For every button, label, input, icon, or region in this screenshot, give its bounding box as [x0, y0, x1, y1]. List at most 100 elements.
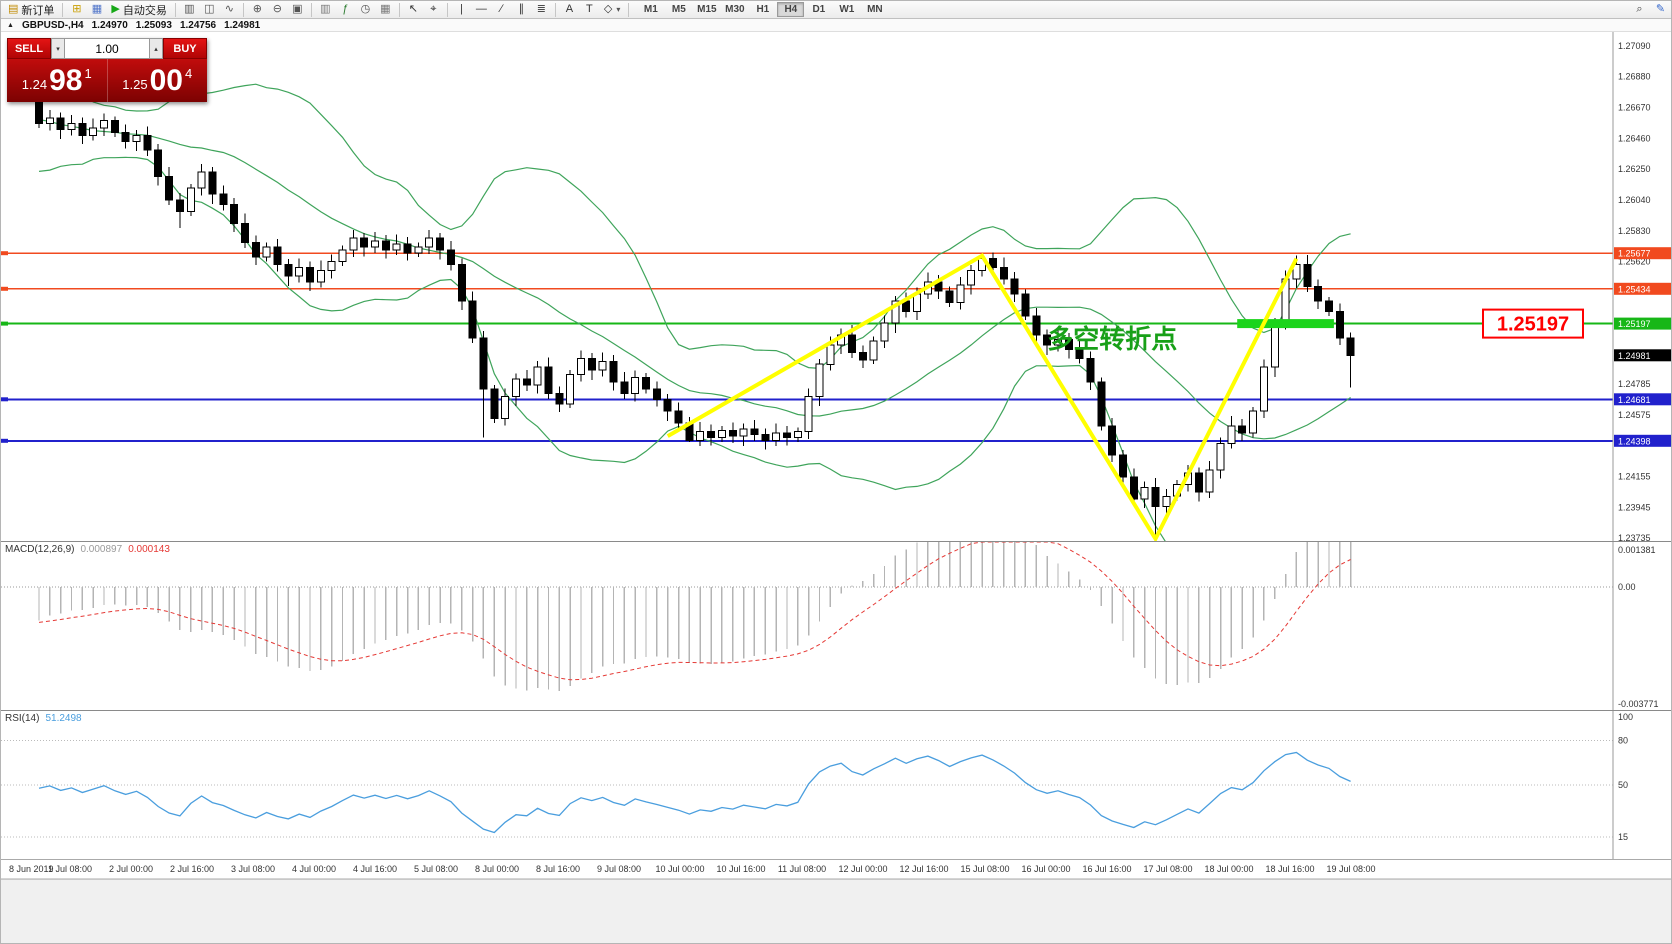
profiles-button[interactable]: ▦: [87, 2, 106, 18]
sell-price-display[interactable]: 1.24 98 1: [7, 59, 108, 102]
trendline-button[interactable]: ∕: [492, 2, 511, 18]
main-toolbar: ▤ 新订单 ⊞ ▦ ▶ 自动交易 ▥ ◫ ∿ ⊕ ⊖ ▣ ▥ ƒ ◷ ▦ ↖ ⌖ | — ∕ ∥ ≣ A T ◇ ▾ M1 M5 M15 M…: [1, 1, 1671, 19]
time-axis-label: 9 Jul 08:00: [596, 864, 642, 874]
collapse-chart-icon[interactable]: ▲: [7, 21, 14, 29]
ohlc-open: 1.24970: [91, 19, 128, 31]
navigator-button[interactable]: ▥: [316, 2, 335, 18]
zoom-in-button[interactable]: ⊕: [248, 2, 267, 18]
indicators-button[interactable]: ƒ: [336, 2, 355, 18]
timeframe-bar: M1 M5 M15 M30 H1 H4 D1 W1 MN: [637, 2, 888, 17]
svg-text:1.25620: 1.25620: [1618, 257, 1651, 267]
autotrading-button[interactable]: ▶ 自动交易: [107, 2, 170, 18]
time-axis-label: 8 Jul 00:00: [474, 864, 520, 874]
new-chart-button[interactable]: ⊞: [67, 2, 86, 18]
new-chart-icon: ⊞: [72, 3, 82, 15]
tf-m15[interactable]: M15: [697, 4, 717, 15]
svg-text:1.24785: 1.24785: [1618, 379, 1651, 389]
main-chart-canvas[interactable]: 多空转折点 1.25197 1.27090 1.26880 1.26670 1.26460…: [1, 32, 1672, 541]
label-button[interactable]: T: [580, 2, 599, 18]
toolbar-right-group: ⌕ ✎: [1630, 2, 1670, 18]
tf-h4[interactable]: H4: [777, 2, 805, 17]
bar-chart-button[interactable]: ▥: [180, 2, 199, 18]
toolbar-separator: [62, 2, 64, 17]
tf-mn[interactable]: MN: [867, 4, 883, 15]
horizontal-line-button[interactable]: —: [472, 2, 491, 18]
tf-h1[interactable]: H1: [756, 4, 770, 15]
svg-text:1.26250: 1.26250: [1618, 164, 1651, 174]
templates-button[interactable]: ▦: [376, 2, 395, 18]
chart-symbol-period: GBPUSD-,H4: [21, 19, 84, 31]
volume-input[interactable]: [65, 38, 149, 59]
tf-d1[interactable]: D1: [812, 4, 826, 15]
candlestick-chart-button[interactable]: ◫: [200, 2, 219, 18]
ohlc-low: 1.24756: [179, 19, 217, 31]
svg-text:1.25830: 1.25830: [1618, 226, 1651, 236]
fibonacci-button[interactable]: ≣: [532, 2, 551, 18]
macd-signal-value: 0.000143: [128, 544, 170, 555]
line-chart-button[interactable]: ∿: [220, 2, 239, 18]
svg-text:1.24398: 1.24398: [1618, 436, 1651, 446]
buy-button[interactable]: BUY: [163, 38, 207, 59]
time-axis[interactable]: 8 Jun 2019 1 Jul 08:00 2 Jul 00:00 2 Jul 16…: [1, 860, 1671, 879]
periods-button[interactable]: ◷: [356, 2, 375, 18]
svg-text:1.24981: 1.24981: [1618, 351, 1651, 361]
crosshair-button[interactable]: ⌖: [424, 2, 443, 18]
autotrading-icon: ▶: [111, 3, 120, 15]
bar-chart-icon: ▥: [184, 3, 195, 15]
search-button[interactable]: ⌕: [1630, 2, 1649, 18]
time-axis-label: 18 Jul 16:00: [1265, 864, 1315, 874]
cursor-button[interactable]: ↖: [404, 2, 423, 18]
time-axis-label: 12 Jul 16:00: [899, 864, 949, 874]
svg-text:1.26040: 1.26040: [1618, 195, 1651, 205]
svg-text:1.25677: 1.25677: [1618, 249, 1651, 259]
cursor-icon: ↖: [408, 3, 418, 15]
svg-text:1.25434: 1.25434: [1618, 284, 1651, 294]
annotation-text: 多空转折点: [1047, 324, 1177, 354]
rsi-panel[interactable]: RSI(14) 51.2498 100 80 50 15: [1, 711, 1672, 860]
line-chart-icon: ∿: [224, 3, 234, 15]
volume-increase-button[interactable]: ▴: [149, 38, 163, 59]
toolbar-separator: [174, 2, 176, 17]
macd-canvas[interactable]: 0.001381 0.00 -0.003771: [1, 542, 1672, 710]
time-axis-label: 11 Jul 08:00: [777, 864, 827, 874]
time-axis-label: 15 Jul 08:00: [960, 864, 1010, 874]
tile-windows-icon: ▣: [292, 3, 303, 15]
ohlc-high: 1.25093: [135, 19, 172, 31]
tf-w1[interactable]: W1: [839, 4, 855, 15]
metaeditor-button[interactable]: ✎: [1651, 2, 1670, 18]
tf-m30[interactable]: M30: [725, 4, 745, 15]
svg-text:1.26460: 1.26460: [1618, 133, 1651, 143]
vertical-line-button[interactable]: |: [452, 2, 471, 18]
svg-text:1.25197: 1.25197: [1618, 319, 1651, 329]
new-order-icon: ▤: [8, 3, 19, 15]
text-button[interactable]: A: [560, 2, 579, 18]
svg-text:1.27090: 1.27090: [1618, 41, 1651, 51]
macd-panel[interactable]: MACD(12,26,9) 0.000897 0.000143 0.001381 0.…: [1, 542, 1672, 711]
time-axis-label: 2 Jul 00:00: [108, 864, 154, 874]
zoom-out-button[interactable]: ⊖: [268, 2, 287, 18]
periods-icon: ◷: [360, 3, 371, 15]
macd-header: MACD(12,26,9) 0.000897 0.000143: [5, 544, 170, 555]
channel-button[interactable]: ∥: [512, 2, 531, 18]
volume-decrease-button[interactable]: ▾: [51, 38, 65, 59]
vertical-line-icon: |: [459, 3, 463, 15]
tf-m1[interactable]: M1: [643, 4, 658, 15]
buy-price-prefix: 1.25: [122, 77, 148, 92]
time-axis-label: 8 Jul 16:00: [535, 864, 581, 874]
trendline-icon: ∕: [500, 3, 503, 15]
price-chart-panel[interactable]: SELL ▾ ▴ BUY 1.24 98 1 1.25 00 4 多空转折点 1.…: [1, 32, 1672, 542]
time-axis-label: 3 Jul 08:00: [230, 864, 276, 874]
time-axis-label: 17 Jul 08:00: [1143, 864, 1193, 874]
horizontal-line-icon: —: [475, 3, 487, 15]
buy-price-pip: 4: [184, 66, 193, 81]
tf-m5[interactable]: M5: [671, 4, 686, 15]
tile-windows-button[interactable]: ▣: [288, 2, 307, 18]
sell-button[interactable]: SELL: [7, 38, 51, 59]
rsi-canvas[interactable]: 100 80 50 15: [1, 711, 1672, 859]
arrows-button[interactable]: ◇ ▾: [600, 2, 624, 18]
buy-price-display[interactable]: 1.25 00 4: [108, 59, 208, 102]
time-axis-label: 18 Jul 00:00: [1204, 864, 1254, 874]
new-order-button[interactable]: ▤ 新订单: [4, 2, 58, 18]
time-axis-label: 16 Jul 00:00: [1021, 864, 1071, 874]
